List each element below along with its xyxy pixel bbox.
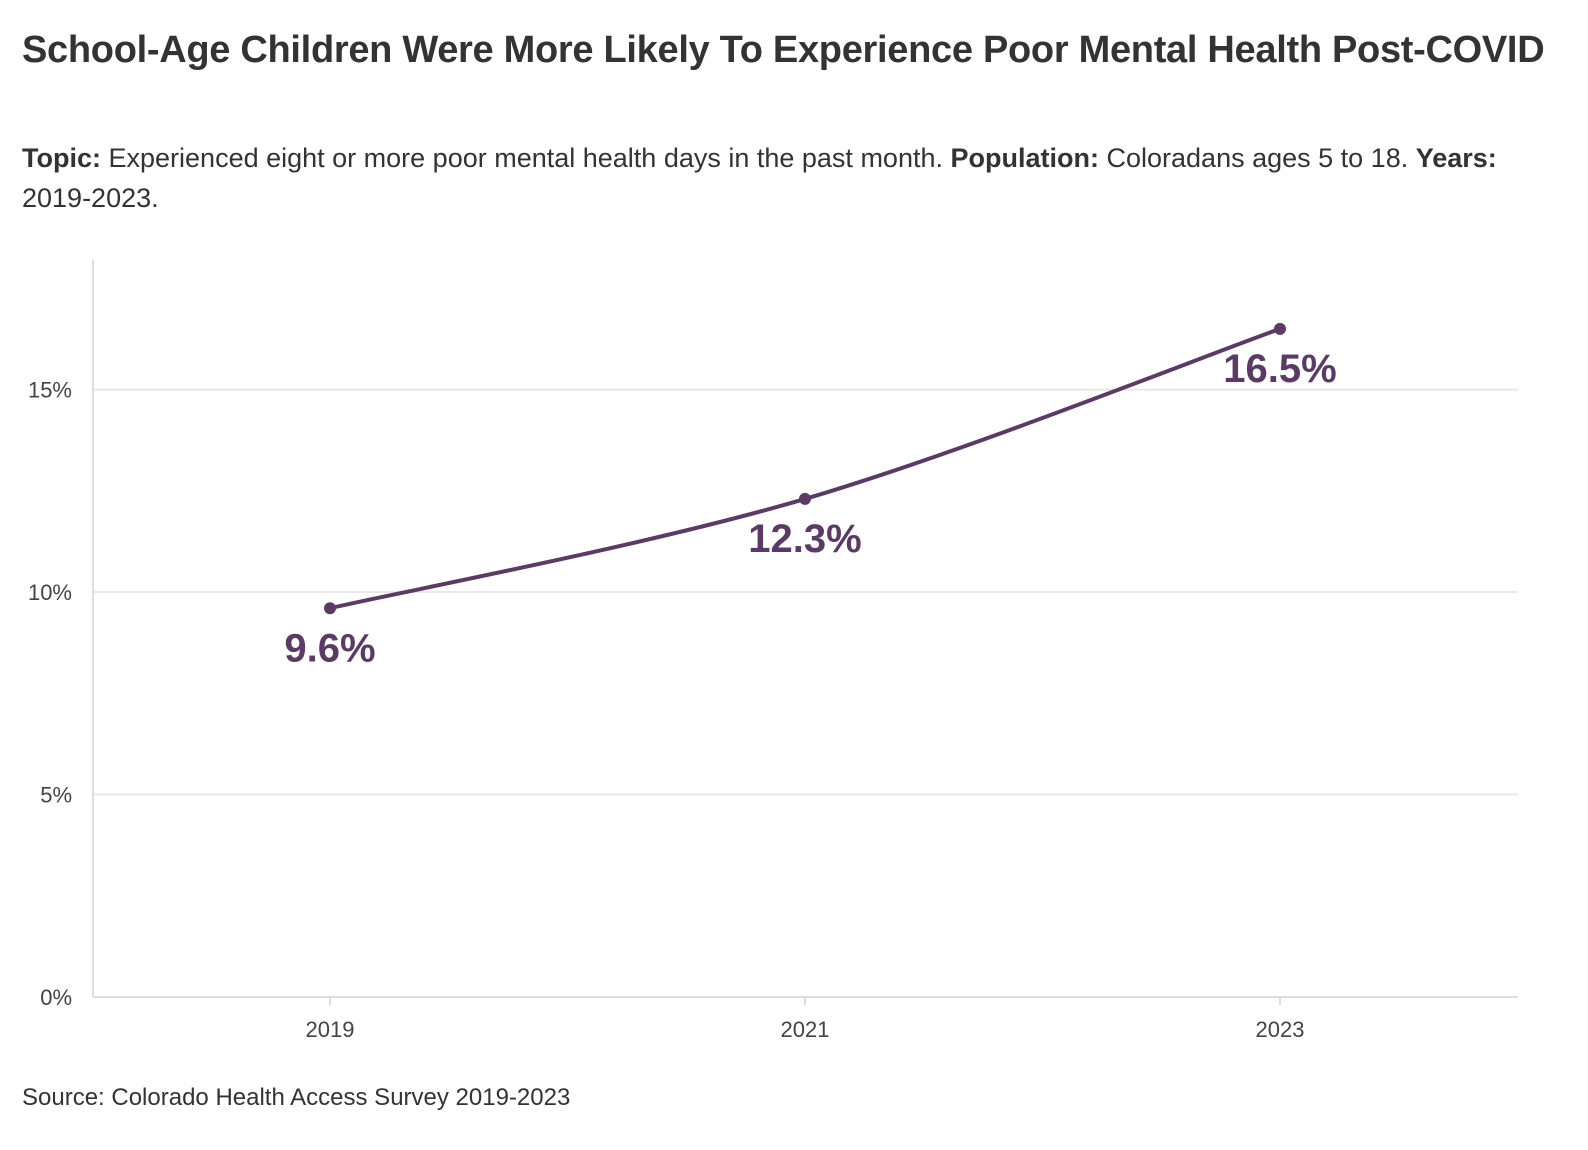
topic-label: Topic: xyxy=(22,143,101,173)
x-tick-label-2019: 2019 xyxy=(306,1017,355,1042)
y-tick-label-5: 5% xyxy=(40,783,72,808)
population-label: Population: xyxy=(950,143,1099,173)
data-labels: 9.6% 12.3% 16.5% xyxy=(284,347,1336,670)
years-text: 2019-2023. xyxy=(22,183,159,213)
data-point-2023 xyxy=(1274,322,1286,335)
data-label-2021: 12.3% xyxy=(748,517,861,561)
data-point-2019 xyxy=(324,602,336,615)
axes: 0% 5% 10% 15% 2019 2021 2023 xyxy=(28,260,1518,1042)
data-points xyxy=(324,322,1286,615)
x-tick-label-2021: 2021 xyxy=(781,1017,830,1042)
y-tick-label-15: 15% xyxy=(28,378,72,403)
series-line xyxy=(328,326,1282,611)
series-line-group xyxy=(328,326,1282,611)
population-text: Coloradans ages 5 to 18. xyxy=(1106,143,1409,173)
y-tick-label-10: 10% xyxy=(28,580,72,605)
years-label: Years: xyxy=(1415,143,1497,173)
chart-title: School-Age Children Were More Likely To … xyxy=(22,29,1545,71)
y-tick-label-0: 0% xyxy=(40,985,72,1010)
chart-subtitle: Topic: Experienced eight or more poor me… xyxy=(22,138,1562,218)
gridlines xyxy=(93,388,1518,796)
x-tick-label-2023: 2023 xyxy=(1256,1017,1305,1042)
topic-text: Experienced eight or more poor mental he… xyxy=(108,143,943,173)
data-label-2019: 9.6% xyxy=(284,626,375,670)
data-point-2021 xyxy=(799,492,811,505)
data-label-2023: 16.5% xyxy=(1223,347,1336,391)
source-note: Source: Colorado Health Access Survey 20… xyxy=(22,1084,571,1111)
